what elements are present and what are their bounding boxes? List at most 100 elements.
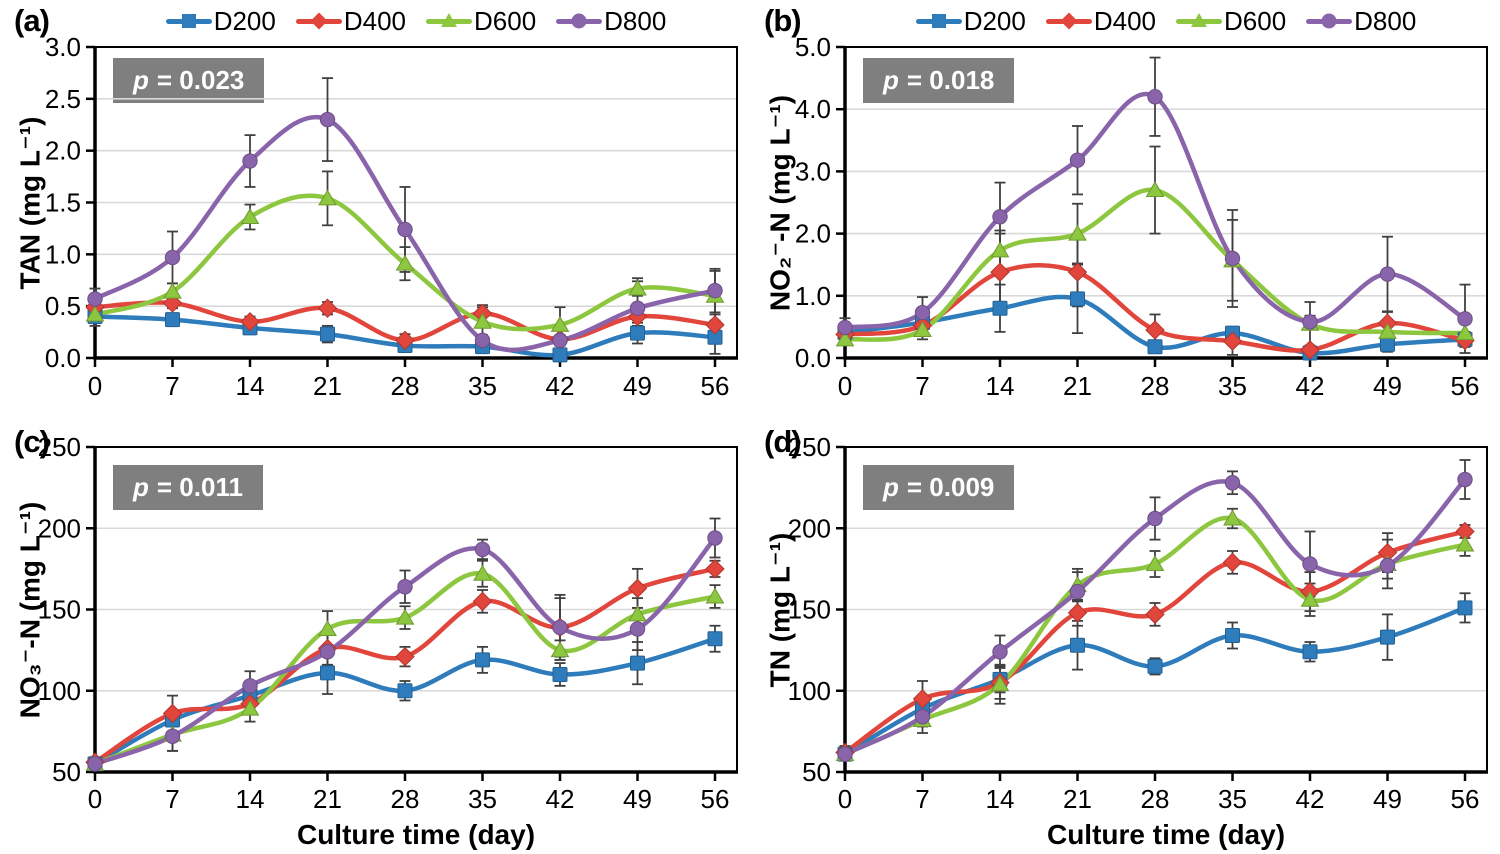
svg-text:42: 42 — [1296, 371, 1325, 401]
svg-text:35: 35 — [1218, 371, 1247, 401]
p-symbol: p — [133, 65, 149, 95]
svg-text:100: 100 — [788, 676, 831, 706]
svg-text:7: 7 — [915, 371, 929, 401]
legend-item-D800: D800 — [556, 7, 666, 35]
svg-text:0.5: 0.5 — [45, 291, 81, 321]
p-value-badge-b: p = 0.018 — [863, 58, 1015, 103]
svg-text:2.5: 2.5 — [45, 84, 81, 114]
svg-text:250: 250 — [788, 432, 831, 462]
legend-item-D200: D200 — [915, 6, 1026, 36]
legend-item-D200: D200 — [165, 6, 276, 36]
p-value: = 0.018 — [906, 65, 995, 95]
p-value-badge-d: p = 0.009 — [863, 465, 1015, 510]
svg-text:28: 28 — [1141, 371, 1170, 401]
chart-canvas-b: 0.0 1.0 2.0 3.0 4.0 5.0 0 7 14 21 28 35 42 49 56 — [795, 32, 1488, 401]
p-value: = 0.023 — [156, 65, 245, 95]
panel-label-d: (d) — [764, 424, 802, 459]
triangle-marker-icon — [1176, 7, 1222, 35]
panel-label-b: (b) — [764, 3, 802, 38]
svg-text:0.0: 0.0 — [795, 343, 831, 373]
square-marker-icon — [915, 7, 962, 35]
legend-item-D400: D400 — [1045, 6, 1156, 36]
svg-text:42: 42 — [546, 371, 575, 401]
legend-item-D600: D600 — [1176, 7, 1286, 35]
svg-text:49: 49 — [623, 784, 652, 814]
p-value: = 0.009 — [906, 472, 995, 502]
triangle-marker-icon — [426, 7, 472, 35]
svg-text:200: 200 — [38, 513, 81, 543]
svg-text:200: 200 — [788, 513, 831, 543]
svg-text:28: 28 — [391, 371, 420, 401]
svg-text:21: 21 — [1063, 784, 1092, 814]
svg-text:7: 7 — [915, 784, 929, 814]
svg-text:250: 250 — [38, 432, 81, 462]
svg-text:28: 28 — [1141, 784, 1170, 814]
panel-a: (a) D200 D400 D600 D800 TAN (mg L⁻¹) p = 0.0… — [0, 0, 750, 427]
svg-text:150: 150 — [38, 595, 81, 625]
x-axis-title-c: Culture time (day) — [296, 819, 536, 850]
chart-canvas-d: 50 100 150 200 250 0 7 14 21 28 35 42 49 56 — [788, 432, 1488, 814]
p-value-badge-a: p = 0.023 — [113, 58, 265, 103]
panel-d: (d) TN (mg L⁻¹) p = 0.009 50 100 150 200 250 0… — [750, 424, 1500, 854]
svg-text:3.0: 3.0 — [795, 156, 831, 186]
svg-text:100: 100 — [38, 676, 81, 706]
circle-marker-icon — [556, 7, 603, 35]
svg-text:56: 56 — [701, 371, 730, 401]
chart-canvas-a: 0.0 0.5 1.0 1.5 2.0 2.5 3.0 0 7 14 21 28 35 42 49 56 — [45, 32, 738, 401]
svg-text:0: 0 — [838, 784, 852, 814]
svg-text:7: 7 — [165, 784, 179, 814]
legend-label: D200 — [213, 6, 276, 36]
legend-label: D400 — [1093, 6, 1156, 36]
svg-text:42: 42 — [546, 784, 575, 814]
legend-b: D200 D400 D600 D800 — [845, 7, 1487, 35]
chart-canvas-c: 50 100 150 200 250 0 7 14 21 28 35 42 49 56 — [38, 432, 738, 814]
p-value-badge-c: p = 0.011 — [113, 465, 263, 510]
legend-label: D200 — [963, 6, 1026, 36]
svg-text:49: 49 — [1373, 784, 1402, 814]
legend-label: D800 — [1354, 6, 1417, 36]
legend-item-D800: D800 — [1306, 7, 1416, 35]
p-symbol: p — [883, 65, 899, 95]
svg-text:42: 42 — [1296, 784, 1325, 814]
svg-text:7: 7 — [165, 371, 179, 401]
svg-text:4.0: 4.0 — [795, 94, 831, 124]
panel-b: (b) D200 D400 D600 D800 NO₂⁻-N (mg L⁻¹) p = … — [750, 0, 1500, 427]
diamond-marker-icon — [1045, 7, 1092, 35]
svg-text:1.5: 1.5 — [45, 188, 81, 218]
svg-text:0.0: 0.0 — [45, 343, 81, 373]
svg-text:14: 14 — [986, 784, 1015, 814]
legend-item-D600: D600 — [426, 7, 536, 35]
svg-text:1.0: 1.0 — [45, 239, 81, 269]
svg-text:35: 35 — [468, 784, 497, 814]
svg-text:2.0: 2.0 — [795, 219, 831, 249]
svg-text:21: 21 — [313, 784, 342, 814]
svg-text:150: 150 — [788, 595, 831, 625]
svg-text:3.0: 3.0 — [45, 32, 81, 62]
x-axis-title-d: Culture time (day) — [1046, 819, 1286, 850]
p-symbol: p — [133, 472, 149, 502]
svg-text:35: 35 — [1218, 784, 1247, 814]
svg-text:14: 14 — [236, 371, 265, 401]
svg-text:56: 56 — [701, 784, 730, 814]
svg-text:21: 21 — [1063, 371, 1092, 401]
p-value: = 0.011 — [156, 472, 243, 502]
svg-text:0: 0 — [838, 371, 852, 401]
svg-text:21: 21 — [313, 371, 342, 401]
panel-label-a: (a) — [14, 3, 50, 38]
svg-text:35: 35 — [468, 371, 497, 401]
diamond-marker-icon — [295, 7, 342, 35]
svg-text:14: 14 — [236, 784, 265, 814]
circle-marker-icon — [1306, 7, 1353, 35]
svg-text:2.0: 2.0 — [45, 136, 81, 166]
svg-text:28: 28 — [391, 784, 420, 814]
legend-label: D600 — [1224, 6, 1287, 36]
svg-text:56: 56 — [1451, 371, 1480, 401]
svg-text:50: 50 — [52, 757, 81, 787]
legend-item-D400: D400 — [295, 7, 406, 35]
legend-label: D800 — [604, 6, 667, 36]
svg-text:5.0: 5.0 — [795, 32, 831, 62]
square-marker-icon — [165, 7, 212, 35]
svg-text:0: 0 — [88, 784, 102, 814]
panel-label-c: (c) — [14, 424, 50, 459]
